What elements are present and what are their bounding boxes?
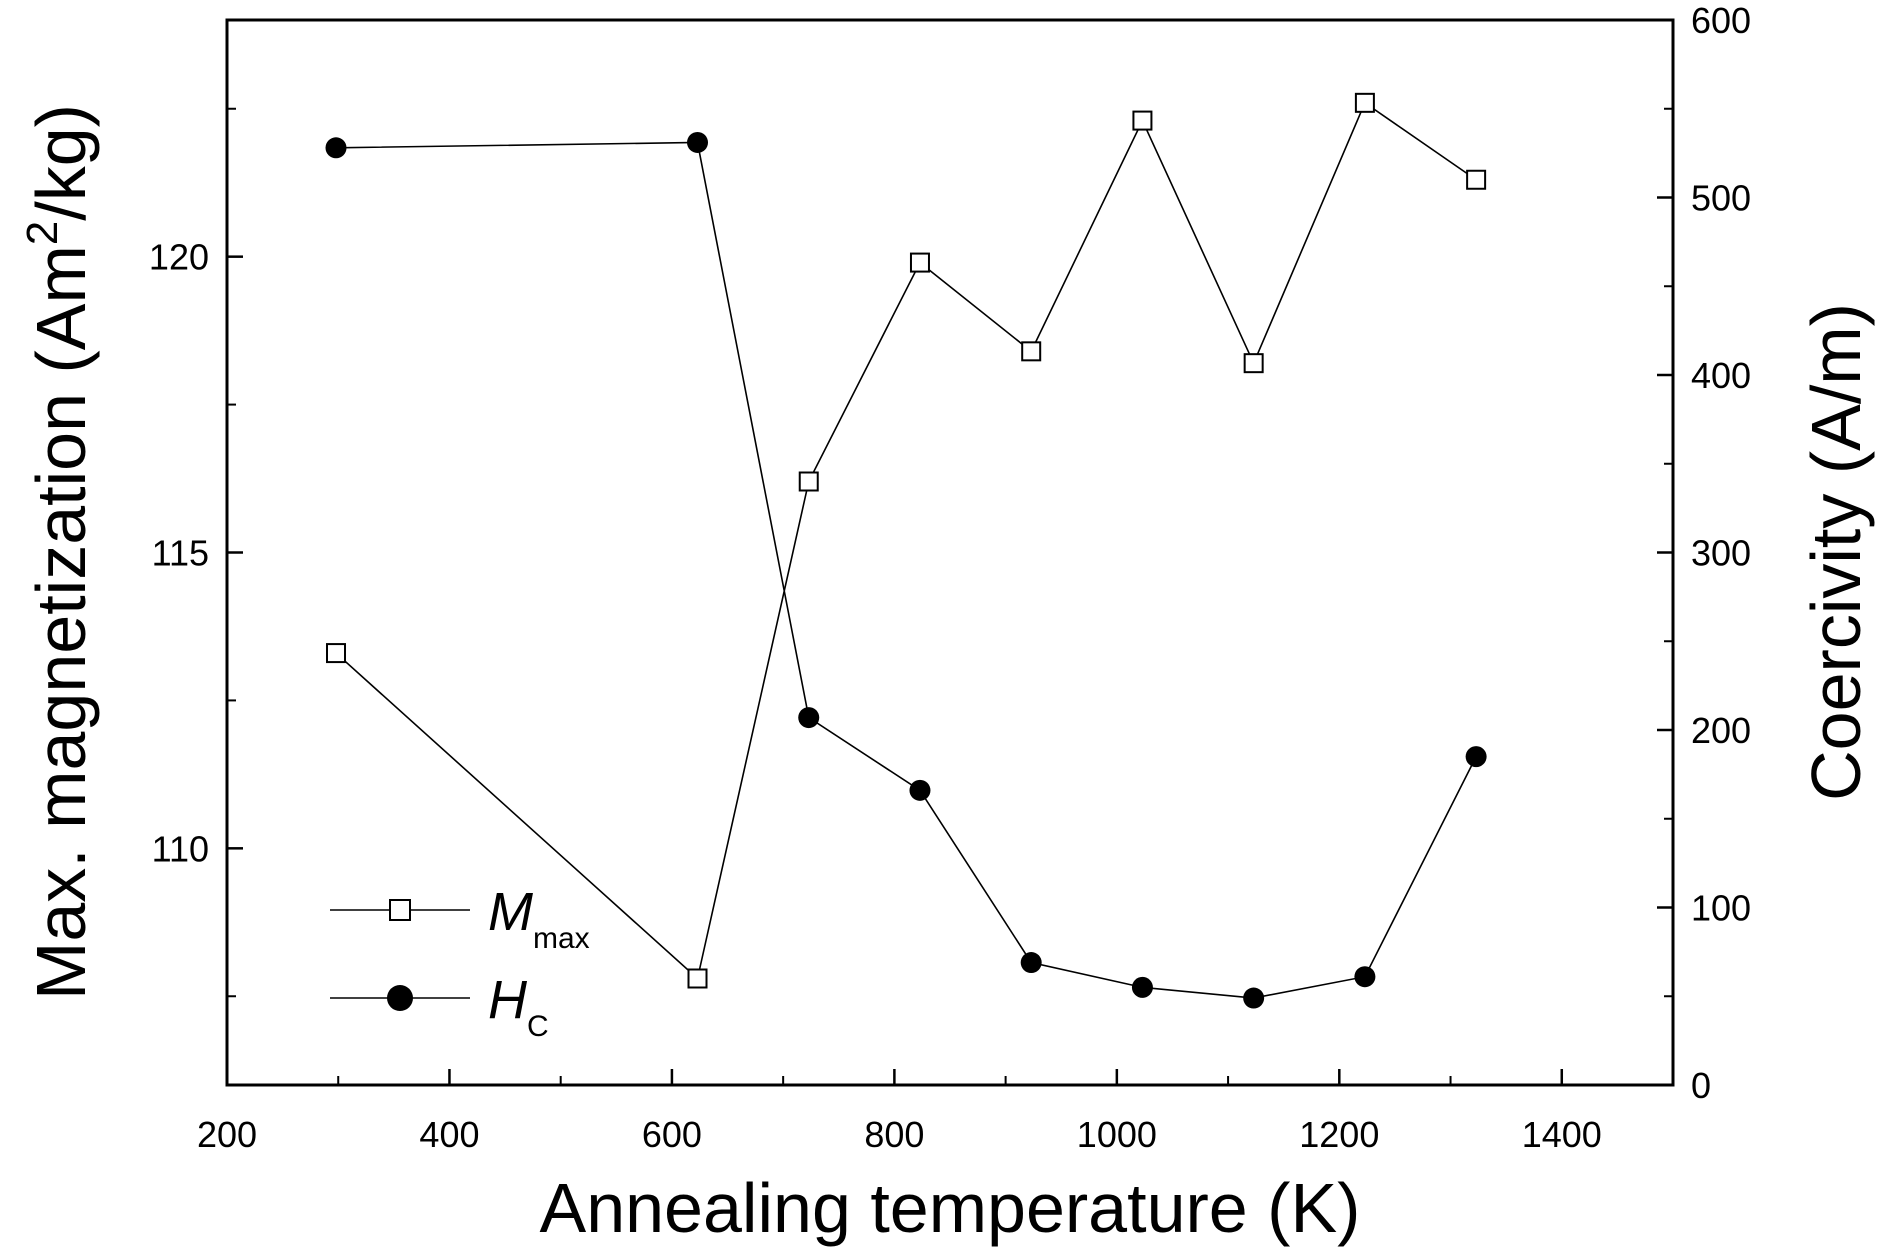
y-left-axis-title: Max. magnetization (Am2/kg) [18,104,100,1000]
x-tick-label: 1400 [1522,1114,1602,1155]
y-left-tick-label: 120 [149,237,209,278]
legend-label-hc: HC [488,970,549,1043]
y-left-tick-label: 115 [152,533,209,574]
x-tick-label: 600 [642,1114,702,1155]
x-tick-label: 1000 [1077,1114,1157,1155]
x-tick-label: 400 [419,1114,479,1155]
data-point-mmax [1132,110,1153,131]
data-point-mmax [1466,169,1487,190]
legend-marker-hc [387,985,413,1011]
y-right-tick-label: 200 [1691,710,1751,751]
x-axis-title: Annealing temperature (K) [540,1169,1361,1247]
y-right-tick-label: 0 [1691,1065,1711,1106]
x-tick-label: 200 [197,1114,257,1155]
data-point-mmax [687,968,708,989]
data-point-hc [687,131,709,153]
data-point-mmax [326,643,347,664]
data-point-hc [1131,976,1153,998]
y-left-tick-label: 110 [152,828,209,869]
data-point-mmax [798,471,819,492]
y-right-tick-label: 400 [1691,355,1751,396]
series-line-0 [335,101,1477,981]
data-point-hc [909,779,931,801]
data-point-hc [325,137,347,159]
data-point-mmax [909,252,930,273]
data-point-mmax [1243,353,1264,374]
y-right-tick-label: 300 [1691,533,1751,574]
data-point-hc [1465,746,1487,768]
x-tick-label: 1200 [1299,1114,1379,1155]
series-line-1 [335,141,1477,999]
series-markers [325,92,1487,1009]
plot-frame [225,18,1675,1087]
y-right-tick-label: 100 [1691,888,1751,929]
axis-ticks: 200 400 600 800 1000 1200 14001101151200100200… [149,0,1751,1155]
data-point-mmax [1354,92,1375,113]
y-right-tick-label: 600 [1691,0,1751,41]
data-point-hc [1354,966,1376,988]
x-tick-label: 800 [864,1114,924,1155]
y-right-axis-title: Coercivity (A/m) [1797,303,1875,801]
data-point-hc [1243,987,1265,1009]
data-point-hc [798,707,820,729]
data-point-hc [1020,952,1042,974]
legend-marker-mmax [389,899,411,921]
legend-label-mmax: Mmax [488,882,590,955]
data-point-mmax [1021,341,1042,362]
series-lines [335,101,1477,999]
y-right-tick-label: 500 [1691,178,1751,219]
legend: Mmax HC [330,882,590,1043]
